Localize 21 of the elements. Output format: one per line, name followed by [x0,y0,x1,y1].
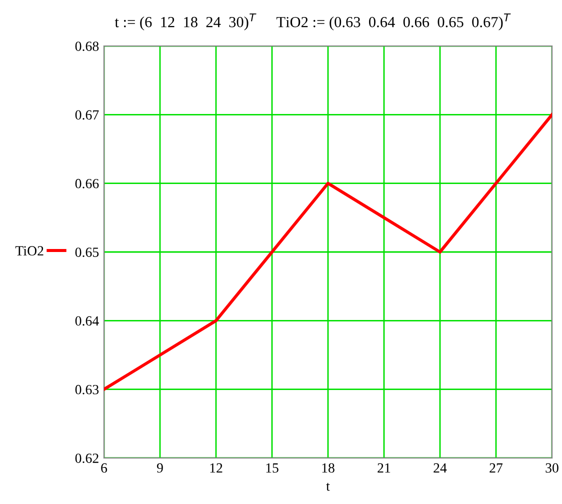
x-tick-label: 21 [378,463,390,472]
y-tick-label: 0.65 [75,248,99,258]
x-tick-label: 9 [156,463,163,473]
y-tick-label: 0.64 [75,316,99,326]
y-tick-label: 0.63 [75,384,99,394]
y-tick-label: 0.62 [75,454,98,464]
x-tick-label: 30 [546,463,558,473]
x-tick-label: 15 [266,463,278,473]
x-tick-label: 6 [101,463,108,473]
line-series [104,113,552,391]
legend-label: TiO2 [15,246,44,256]
x-tick-label: 18 [322,463,334,473]
text: TiO2 := (0.63 0.64 0.66 0.65 0.67)$^{T}$ [276,13,511,30]
text: t := (6 12 18 24 30)$^{T}$ [114,13,256,30]
y-tick-label: 0.68 [75,42,99,52]
y-tick-label: 0.67 [75,110,99,120]
x-axis-title: t [326,482,330,491]
x-tick-label: 24 [434,463,447,472]
x-tick-label: 27 [490,463,503,472]
y-tick-label: 0.66 [75,178,99,188]
x-tick-label: 12 [210,463,222,472]
